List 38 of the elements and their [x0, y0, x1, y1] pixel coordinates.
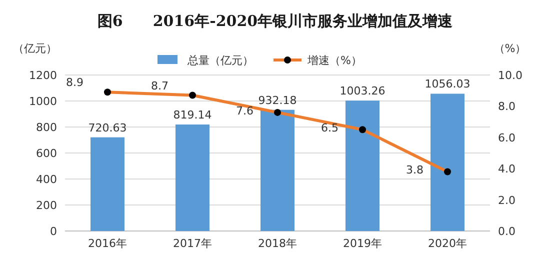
x-tick-label: 2016年	[88, 237, 127, 250]
y-tick-label: 200	[36, 199, 57, 212]
chart-title: 图6 2016年-2020年银川市服务业增加值及增速	[97, 12, 454, 30]
data-label: 3.8	[406, 164, 424, 177]
bar	[176, 124, 210, 231]
data-label: 7.6	[236, 104, 254, 118]
bar	[260, 110, 294, 231]
y2-tick-label: 2.0	[498, 194, 516, 207]
data-label: 720.63	[88, 121, 127, 134]
data-label: 932.18	[258, 94, 297, 107]
legend-label: 增速（%）	[306, 54, 362, 67]
x-tick-label: 2020年	[428, 237, 467, 250]
y-axis-title: （亿元）	[13, 42, 57, 55]
data-label: 8.9	[66, 76, 84, 90]
x-tick-label: 2018年	[258, 237, 297, 250]
y2-tick-label: 10.0	[498, 69, 522, 82]
data-label: 6.5	[321, 122, 338, 135]
data-label: 1056.03	[424, 78, 470, 91]
legend-label: 总量（亿元）	[186, 54, 254, 67]
data-label: 819.14	[173, 108, 212, 122]
y-tick-label: 0	[50, 225, 57, 238]
y2-tick-label: 6.0	[498, 131, 516, 144]
x-tick-label: 2017年	[173, 237, 212, 250]
data-label: 8.7	[151, 79, 168, 92]
y-tick-label: 600	[36, 147, 57, 160]
bar	[430, 94, 464, 231]
y-tick-label: 400	[36, 173, 57, 186]
y2-tick-label: 8.0	[498, 100, 516, 114]
y-tick-label: 800	[36, 121, 57, 134]
x-tick-label: 2019年	[343, 237, 382, 250]
y2-tick-label: 4.0	[498, 162, 516, 176]
y-tick-label: 1200	[29, 69, 57, 82]
y-tick-label: 1000	[29, 95, 57, 108]
bar	[90, 137, 124, 231]
bar	[346, 100, 380, 231]
data-label: 1003.26	[340, 84, 386, 98]
y2-axis-title: （%）	[494, 42, 526, 55]
y2-tick-label: 0.0	[498, 225, 516, 238]
